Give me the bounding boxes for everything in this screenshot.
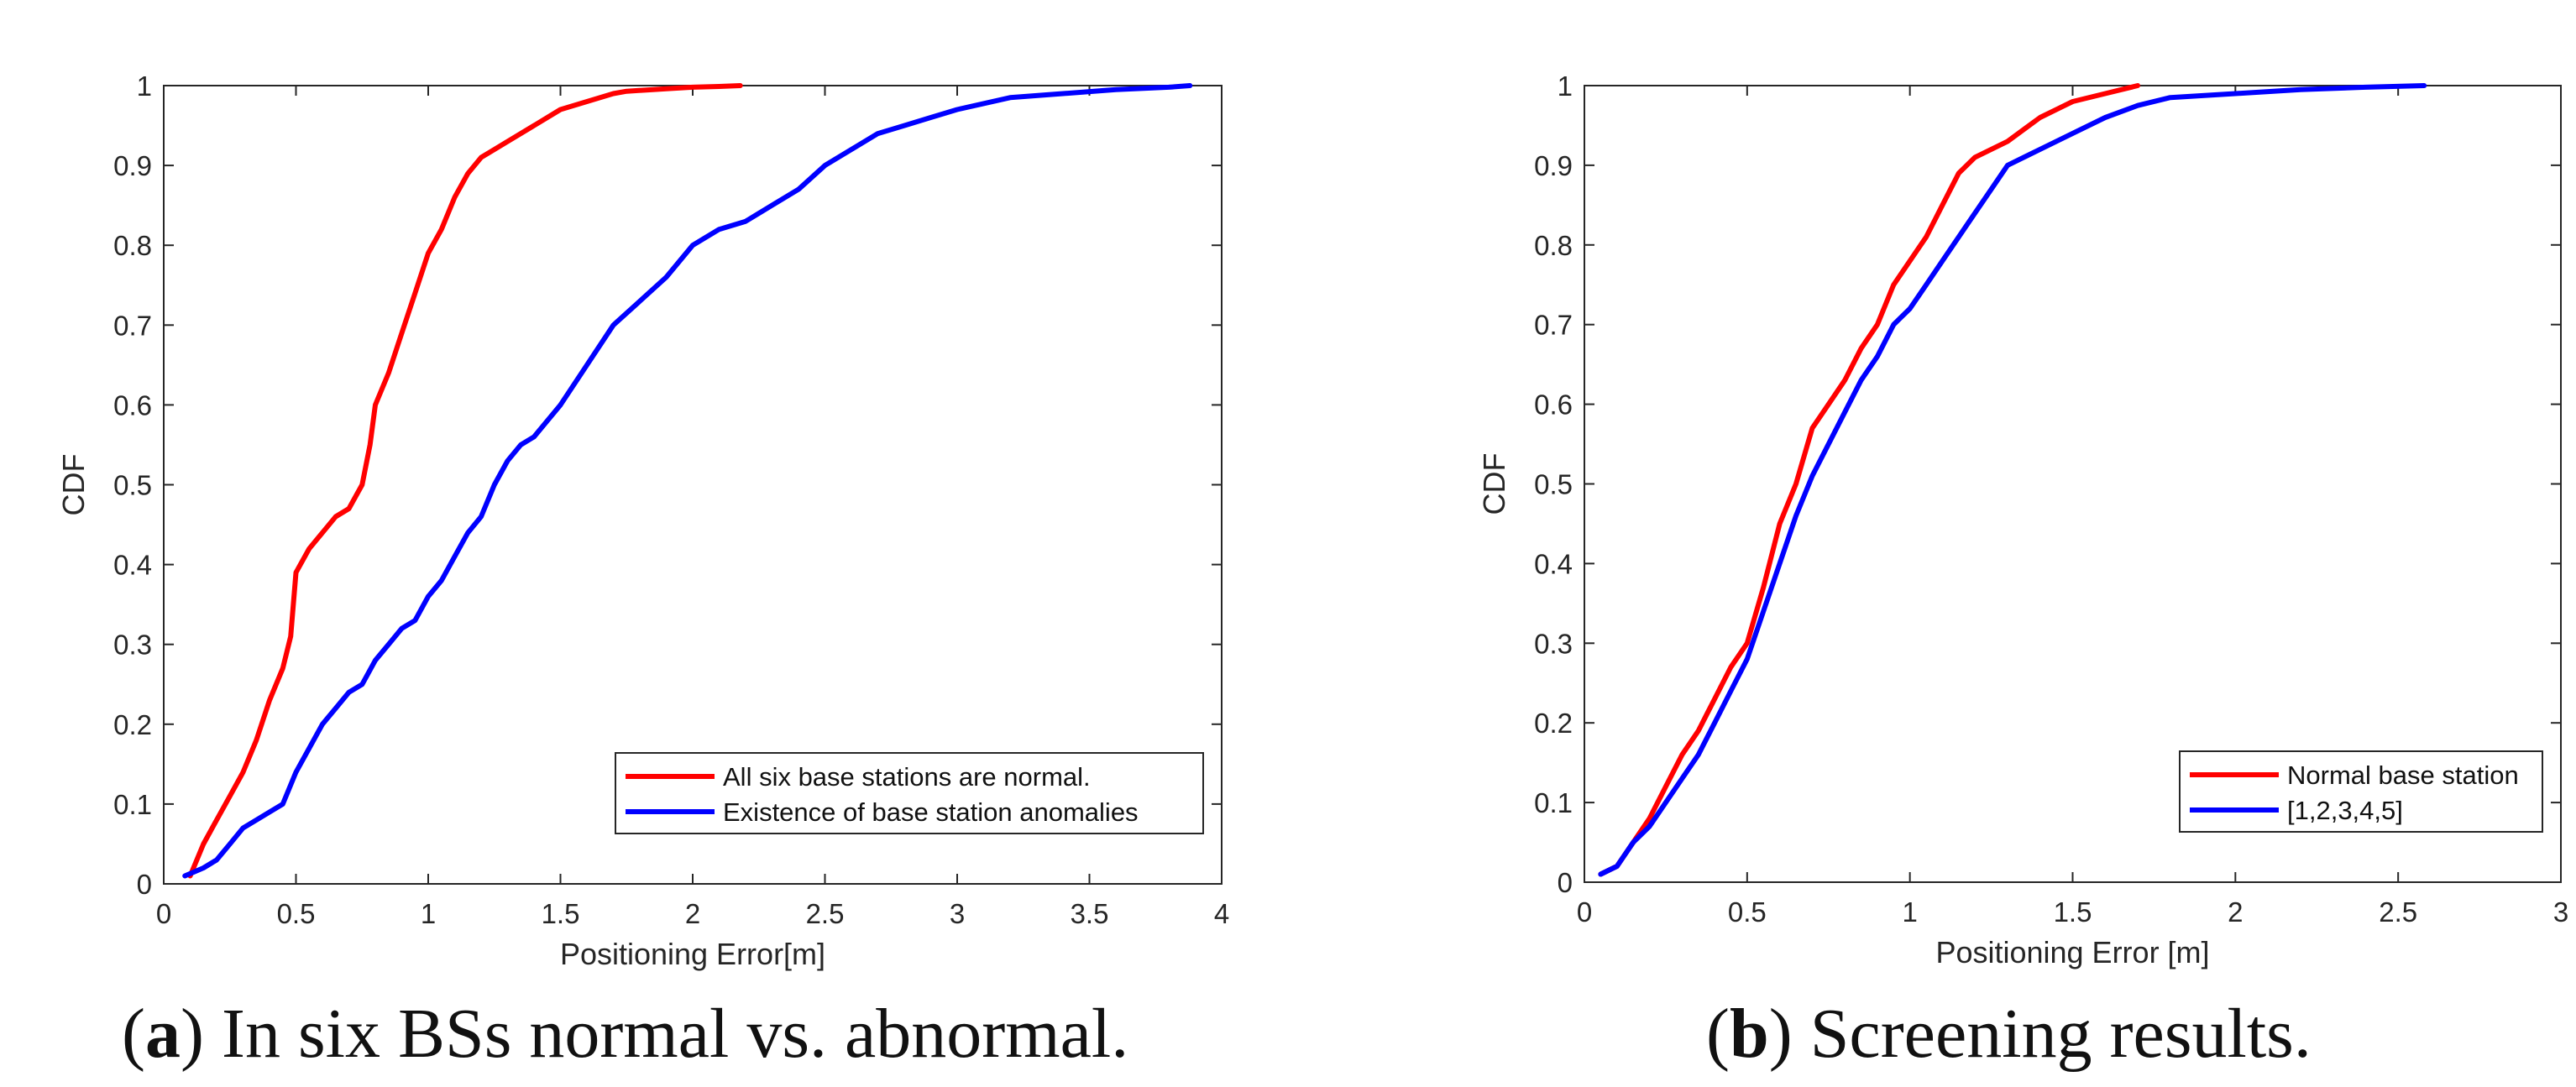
series-line-red bbox=[1598, 83, 2140, 877]
y-tick-label: 0 bbox=[1558, 867, 1573, 898]
x-tick-label: 3.5 bbox=[1071, 898, 1109, 929]
x-tick-label: 0.5 bbox=[277, 898, 316, 929]
y-tick-label: 0.2 bbox=[113, 709, 152, 740]
series-line-red bbox=[187, 83, 743, 879]
series-line-blue bbox=[182, 83, 1193, 879]
chart-b: 0 0.5 1 1.5 2 2.5 3 0 0.1 0.2 0.3 0.4 0.5 0.6 0.7 0.8 0.… bbox=[1477, 71, 2568, 969]
x-tick-label: 1 bbox=[1902, 896, 1917, 928]
x-tick-label: 0.5 bbox=[1728, 896, 1767, 928]
legend-label: All six base stations are normal. bbox=[723, 762, 1091, 792]
y-tick-label: 0.5 bbox=[113, 470, 152, 501]
y-tick-label: 1 bbox=[1558, 71, 1573, 102]
x-tick-label: 1.5 bbox=[542, 898, 580, 929]
y-tick-label: 0 bbox=[137, 869, 152, 900]
y-tick-label: 0.8 bbox=[1534, 230, 1573, 261]
legend-label: Existence of base station anomalies bbox=[723, 797, 1139, 827]
caption-b-letter: b bbox=[1729, 995, 1769, 1073]
legend-label: Normal base station bbox=[2287, 760, 2519, 790]
caption-a: (a) In six BSs normal vs. abnormal. bbox=[122, 995, 1129, 1073]
x-tick-label: 0 bbox=[156, 898, 171, 929]
legend-box bbox=[615, 752, 1204, 834]
series-line-blue bbox=[1598, 83, 2427, 877]
x-tick-label: 1 bbox=[421, 898, 436, 929]
x-tick-label: 1.5 bbox=[2054, 896, 2092, 928]
x-axis-label: Positioning Error [m] bbox=[1935, 935, 2209, 969]
y-tick-label: 0.1 bbox=[113, 789, 152, 820]
caption-b: (b) Screening results. bbox=[1706, 995, 2312, 1073]
y-tick-label: 0.7 bbox=[1534, 310, 1573, 341]
caption-a-text: In six BSs normal vs. abnormal. bbox=[221, 995, 1129, 1073]
legend-box bbox=[2179, 750, 2543, 833]
y-tick-label: 0.9 bbox=[113, 150, 152, 181]
y-tick-label: 0.8 bbox=[113, 230, 152, 261]
y-tick-label: 0.6 bbox=[113, 389, 152, 421]
y-tick-label: 0.7 bbox=[113, 310, 152, 341]
y-axis-label: CDF bbox=[1477, 453, 1511, 515]
y-tick-label: 0.4 bbox=[113, 550, 152, 581]
x-tick-label: 2 bbox=[2228, 896, 2243, 928]
chart-a: 0 0.5 1 1.5 2 2.5 3 3.5 4 0 0.1 0.2 0.3 0.4 0.5 0.6 0.7 0… bbox=[56, 71, 1229, 971]
legend-label: [1,2,3,4,5] bbox=[2287, 796, 2403, 825]
x-axis-label: Positioning Error[m] bbox=[560, 937, 825, 971]
y-tick-label: 0.3 bbox=[113, 630, 152, 661]
x-tick-label: 0 bbox=[1577, 896, 1592, 928]
y-tick-label: 0.9 bbox=[1534, 150, 1573, 181]
y-tick-label: 0.3 bbox=[1534, 628, 1573, 659]
y-tick-label: 0.2 bbox=[1534, 708, 1573, 739]
y-axis-label: CDF bbox=[56, 454, 91, 516]
x-tick-label: 2.5 bbox=[2379, 896, 2417, 928]
y-tick-label: 0.5 bbox=[1534, 469, 1573, 500]
y-tick-label: 0.6 bbox=[1534, 389, 1573, 421]
x-tick-label: 3 bbox=[950, 898, 965, 929]
y-tick-label: 1 bbox=[137, 71, 152, 102]
x-tick-label: 2.5 bbox=[806, 898, 845, 929]
x-tick-label: 3 bbox=[2553, 896, 2568, 928]
caption-b-text: Screening results. bbox=[1809, 995, 2312, 1073]
y-tick-label: 0.4 bbox=[1534, 548, 1573, 579]
caption-a-letter: a bbox=[144, 995, 181, 1073]
x-tick-label: 2 bbox=[685, 898, 700, 929]
x-tick-label: 4 bbox=[1214, 898, 1229, 929]
y-tick-label: 0.1 bbox=[1534, 787, 1573, 818]
